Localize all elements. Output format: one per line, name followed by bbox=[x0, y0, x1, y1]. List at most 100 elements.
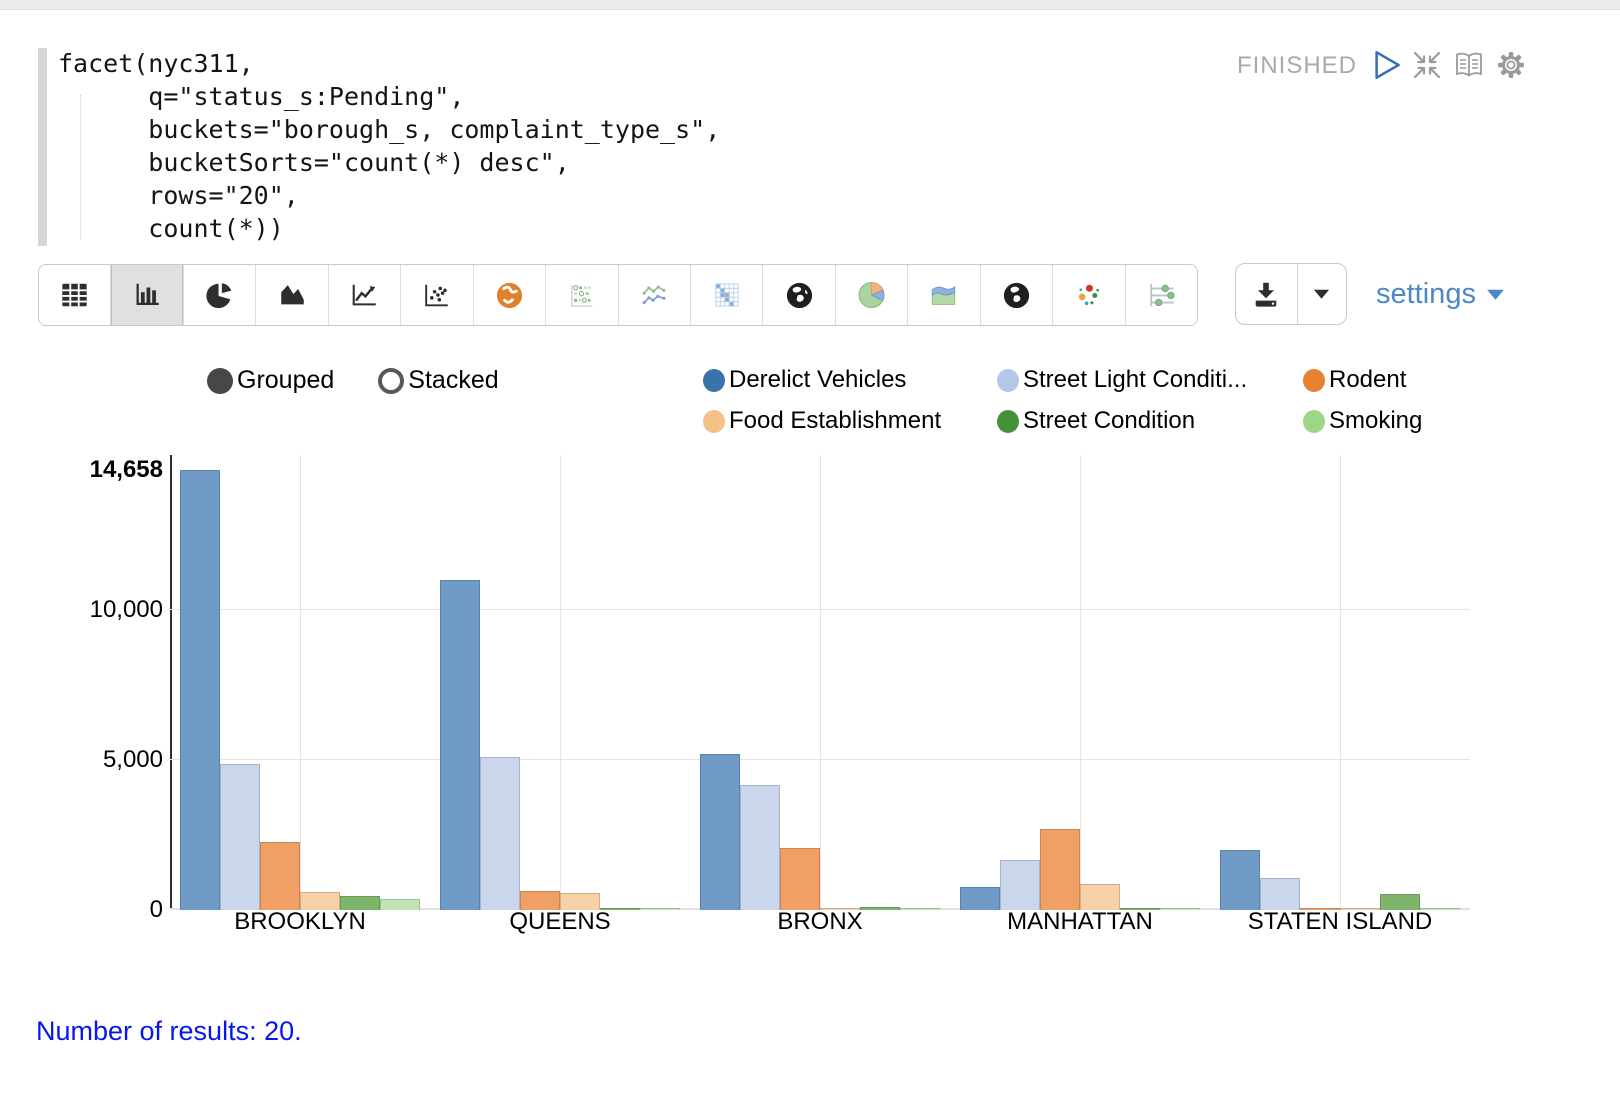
run-icon[interactable] bbox=[1372, 50, 1402, 80]
legend-dot bbox=[1303, 368, 1325, 392]
chart-type-sliders-button[interactable] bbox=[1126, 265, 1197, 325]
gridline-vertical bbox=[1080, 455, 1081, 910]
bar-mode-controls: Grouped Stacked bbox=[207, 366, 499, 395]
chart-type-multi-line-button[interactable] bbox=[619, 265, 691, 325]
legend-dot bbox=[997, 368, 1019, 392]
legend-dot bbox=[1303, 409, 1325, 433]
bar-bronx-smoking[interactable] bbox=[900, 908, 940, 910]
bar-bronx-food-establishment[interactable] bbox=[820, 908, 860, 910]
legend-item[interactable]: Street Condition bbox=[997, 407, 1303, 435]
chart-type-table-button[interactable] bbox=[39, 265, 112, 325]
bar-manhattan-food-establishment[interactable] bbox=[1080, 884, 1120, 910]
code-line[interactable]: bucketSorts="count(*) desc", bbox=[58, 148, 570, 177]
chart-type-stacked-area-button[interactable] bbox=[908, 265, 981, 325]
bar-queens-derelict-vehicles[interactable] bbox=[440, 580, 480, 910]
bar-staten-island-food-establishment[interactable] bbox=[1340, 908, 1380, 910]
bar-manhattan-street-light-condition[interactable] bbox=[1000, 860, 1040, 910]
bar-brooklyn-food-establishment[interactable] bbox=[300, 892, 340, 910]
chart-type-bubble-button[interactable] bbox=[1053, 265, 1126, 325]
y-tick-label: 5,000 bbox=[102, 745, 163, 773]
bar-staten-island-street-condition[interactable] bbox=[1380, 894, 1420, 910]
gridline-vertical bbox=[560, 455, 561, 910]
collapse-icon[interactable] bbox=[1412, 50, 1442, 80]
code-line[interactable]: facet(nyc311, bbox=[58, 49, 254, 78]
x-axis-labels: BROOKLYN QUEENS BRONX MANHATTAN STATEN ISLAN… bbox=[170, 908, 1470, 936]
bar-bronx-derelict-vehicles[interactable] bbox=[700, 754, 740, 910]
bar-manhattan-rodent[interactable] bbox=[1040, 829, 1080, 910]
chart-type-globe-button[interactable] bbox=[763, 265, 836, 325]
legend-item[interactable]: Food Establishment bbox=[703, 407, 997, 435]
chart-type-area-button[interactable] bbox=[256, 265, 329, 325]
bar-bronx-street-condition[interactable] bbox=[860, 907, 900, 910]
chart-type-toolbar bbox=[38, 264, 1198, 326]
legend-label: Rodent bbox=[1329, 366, 1407, 393]
chart-type-dot-matrix-button[interactable] bbox=[546, 265, 619, 325]
gear-icon[interactable] bbox=[1496, 50, 1526, 80]
reader-icon[interactable] bbox=[1453, 50, 1483, 80]
plot-area bbox=[170, 455, 1470, 910]
code-line[interactable]: rows="20", bbox=[58, 181, 299, 210]
bar-brooklyn-rodent[interactable] bbox=[260, 842, 300, 910]
settings-link[interactable]: settings bbox=[1376, 278, 1505, 311]
bar-queens-street-condition[interactable] bbox=[600, 908, 640, 910]
chart-type-map-button[interactable] bbox=[474, 265, 547, 325]
settings-caret-icon bbox=[1487, 289, 1504, 300]
bar-manhattan-street-condition[interactable] bbox=[1120, 908, 1160, 910]
bar-bronx-rodent[interactable] bbox=[780, 848, 820, 910]
bar-manhattan-derelict-vehicles[interactable] bbox=[960, 887, 1000, 910]
x-axis-label: BROOKLYN bbox=[234, 908, 366, 935]
bar-bronx-street-light-condition[interactable] bbox=[740, 785, 780, 910]
download-split-button bbox=[1235, 263, 1347, 325]
download-options-caret[interactable] bbox=[1298, 264, 1346, 324]
bar-staten-island-derelict-vehicles[interactable] bbox=[1220, 850, 1260, 910]
bar-queens-smoking[interactable] bbox=[640, 908, 680, 910]
code-line[interactable]: count(*)) bbox=[58, 214, 284, 243]
bar-queens-street-light-condition[interactable] bbox=[480, 757, 520, 910]
legend-label: Smoking bbox=[1329, 407, 1423, 434]
chart-type-scatter-button[interactable] bbox=[401, 265, 474, 325]
gridline-vertical bbox=[820, 455, 821, 910]
results-count: Number of results: 20. bbox=[36, 1016, 302, 1046]
chart-type-line-button[interactable] bbox=[329, 265, 402, 325]
paragraph-status: FINISHED bbox=[1237, 52, 1358, 79]
legend-label: Food Establishment bbox=[729, 407, 942, 434]
grouped-radio[interactable] bbox=[207, 367, 233, 394]
code-line[interactable]: buckets="borough_s, complaint_type_s", bbox=[58, 115, 721, 144]
chart-type-globe2-button[interactable] bbox=[981, 265, 1054, 325]
chart-type-pie-button[interactable] bbox=[184, 265, 257, 325]
x-axis-label: MANHATTAN bbox=[1007, 908, 1153, 935]
bar-brooklyn-smoking[interactable] bbox=[380, 899, 420, 910]
legend-label: Derelict Vehicles bbox=[729, 366, 907, 393]
code-editor[interactable]: facet(nyc311, q="status_s:Pending", buck… bbox=[58, 47, 720, 245]
legend-item[interactable]: Derelict Vehicles bbox=[703, 366, 997, 394]
code-line[interactable]: q="status_s:Pending", bbox=[58, 82, 465, 111]
bar-manhattan-smoking[interactable] bbox=[1160, 908, 1200, 910]
grouped-label: Grouped bbox=[237, 366, 335, 394]
bar-brooklyn-derelict-vehicles[interactable] bbox=[180, 470, 220, 910]
bar-staten-island-smoking[interactable] bbox=[1420, 908, 1460, 910]
download-button[interactable] bbox=[1236, 264, 1298, 324]
legend-item[interactable]: Street Light Conditi... bbox=[997, 366, 1303, 394]
chart-type-heatmap-button[interactable] bbox=[691, 265, 764, 325]
bar-queens-food-establishment[interactable] bbox=[560, 893, 600, 910]
y-axis-labels: 0 5,000 10,000 14,658 bbox=[0, 455, 163, 923]
legend-item[interactable]: Rodent bbox=[1303, 366, 1422, 394]
legend-dot bbox=[703, 368, 725, 392]
settings-label: settings bbox=[1376, 278, 1476, 310]
bar-queens-rodent[interactable] bbox=[520, 891, 560, 910]
stacked-label: Stacked bbox=[408, 366, 499, 394]
chart-type-bar-button[interactable] bbox=[111, 265, 184, 325]
bar-staten-island-street-light-condition[interactable] bbox=[1260, 878, 1300, 910]
indent-guide bbox=[80, 95, 81, 240]
code-gutter bbox=[38, 48, 47, 246]
stacked-radio[interactable] bbox=[378, 367, 405, 394]
bar-brooklyn-street-condition[interactable] bbox=[340, 896, 380, 910]
bar-staten-island-rodent[interactable] bbox=[1300, 908, 1340, 910]
y-tick-label: 10,000 bbox=[89, 595, 163, 623]
legend-item[interactable]: Smoking bbox=[1303, 407, 1422, 435]
chart-type-pie2-button[interactable] bbox=[836, 265, 909, 325]
legend-label: Street Condition bbox=[1023, 407, 1196, 434]
bar-brooklyn-street-light-condition[interactable] bbox=[220, 764, 260, 910]
